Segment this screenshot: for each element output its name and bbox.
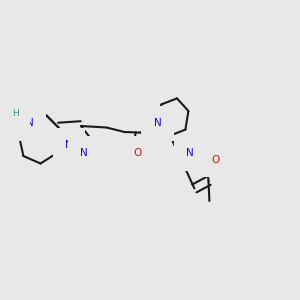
Text: N: N xyxy=(154,118,161,128)
Text: N: N xyxy=(80,148,88,158)
Text: N: N xyxy=(26,118,33,128)
Text: N: N xyxy=(65,140,73,151)
Text: N: N xyxy=(186,148,194,158)
Text: O: O xyxy=(134,148,142,158)
Text: O: O xyxy=(211,155,220,165)
Text: H: H xyxy=(13,110,19,118)
